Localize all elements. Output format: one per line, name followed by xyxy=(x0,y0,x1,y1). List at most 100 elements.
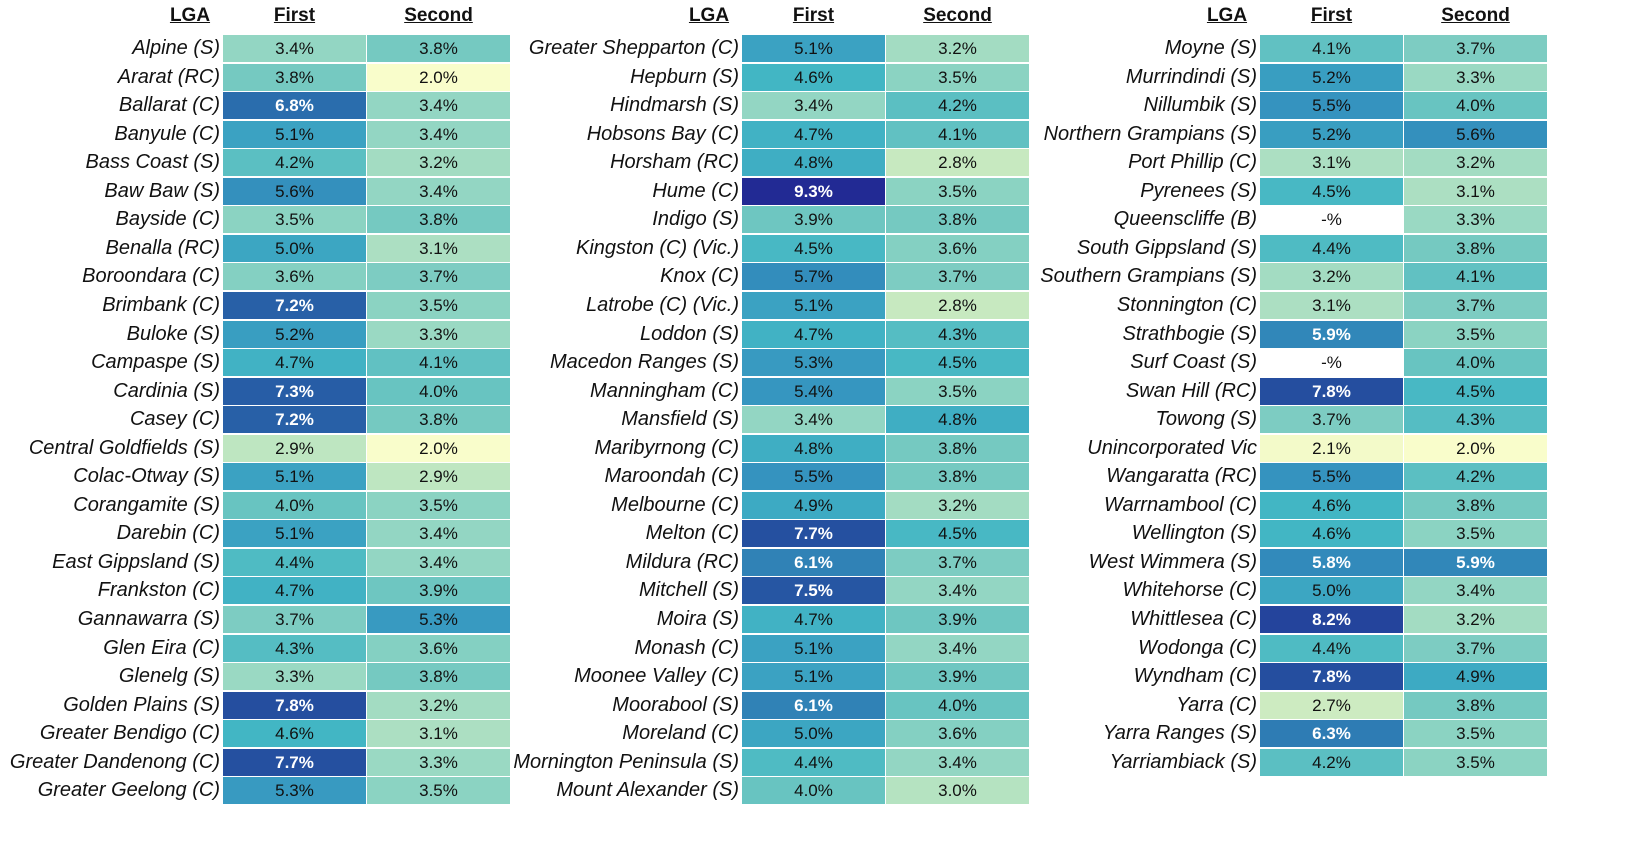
first-value-cell: 5.1% xyxy=(742,663,885,690)
lga-label: Swan Hill (RC) xyxy=(1125,380,1257,402)
second-value-cell: 3.2% xyxy=(367,149,510,176)
first-value-cell: 7.8% xyxy=(1260,378,1403,405)
lga-label: Stonnington (C) xyxy=(1116,294,1257,316)
lga-label: Knox (C) xyxy=(660,265,739,287)
lga-label: Gannawarra (S) xyxy=(77,608,220,630)
first-value-cell: 7.3% xyxy=(223,378,366,405)
second-value-cell: 3.1% xyxy=(367,235,510,262)
lga-label: Hepburn (S) xyxy=(630,66,739,88)
first-value-cell: 5.5% xyxy=(742,463,885,490)
first-value-cell: 6.8% xyxy=(223,92,366,119)
second-value-cell: 3.8% xyxy=(886,435,1029,462)
first-value-cell: 5.3% xyxy=(742,349,885,376)
second-value-cell: 3.4% xyxy=(367,520,510,547)
lga-label: Mansfield (S) xyxy=(621,408,739,430)
lga-label: Buloke (S) xyxy=(126,323,220,345)
lga-label: Kingston (C) (Vic.) xyxy=(575,237,739,259)
first-value-cell: 7.7% xyxy=(742,520,885,547)
second-value-cell: 3.4% xyxy=(367,178,510,205)
second-value-cell: 3.7% xyxy=(1404,35,1547,62)
header-first: First xyxy=(792,5,835,26)
first-value-cell: 5.0% xyxy=(223,235,366,262)
first-value-cell: 3.4% xyxy=(742,406,885,433)
second-value-cell: 3.1% xyxy=(367,720,510,747)
first-value-cell: 4.7% xyxy=(742,321,885,348)
lga-label: Wellington (S) xyxy=(1131,522,1257,544)
second-value-cell: 3.8% xyxy=(886,206,1029,233)
lga-label: Warrnambool (C) xyxy=(1104,494,1257,516)
lga-label: Nillumbik (S) xyxy=(1143,94,1257,116)
lga-label: Greater Geelong (C) xyxy=(37,779,220,801)
first-value-cell: 4.3% xyxy=(223,635,366,662)
first-value-cell: -% xyxy=(1260,206,1403,233)
second-value-cell: 3.9% xyxy=(886,606,1029,633)
first-value-cell: 3.6% xyxy=(223,263,366,290)
second-value-cell: 3.5% xyxy=(886,64,1029,91)
header-second: Second xyxy=(404,5,473,26)
header-first: First xyxy=(273,5,316,26)
second-value-cell: 3.5% xyxy=(1404,720,1547,747)
second-value-cell: 3.5% xyxy=(367,777,510,804)
first-value-cell: 3.1% xyxy=(1260,292,1403,319)
lga-label: Towong (S) xyxy=(1155,408,1257,430)
first-value-cell: 4.9% xyxy=(742,492,885,519)
lga-label: Macedon Ranges (S) xyxy=(550,351,739,373)
first-value-cell: 4.8% xyxy=(742,149,885,176)
second-value-cell: 3.2% xyxy=(1404,149,1547,176)
first-value-cell: 5.6% xyxy=(223,178,366,205)
first-value-cell: 5.2% xyxy=(1260,64,1403,91)
first-value-cell: 3.1% xyxy=(1260,149,1403,176)
second-value-cell: 3.8% xyxy=(367,663,510,690)
lga-label: Moonee Valley (C) xyxy=(574,665,739,687)
second-value-cell: 3.5% xyxy=(1404,321,1547,348)
first-value-cell: 5.1% xyxy=(742,635,885,662)
second-value-cell: 3.5% xyxy=(367,492,510,519)
lga-label: Hobsons Bay (C) xyxy=(586,123,739,145)
first-value-cell: 4.5% xyxy=(1260,178,1403,205)
first-value-cell: 2.1% xyxy=(1260,435,1403,462)
second-value-cell: 3.5% xyxy=(886,178,1029,205)
second-value-cell: 3.7% xyxy=(1404,635,1547,662)
first-value-cell: 5.8% xyxy=(1260,549,1403,576)
second-value-cell: 4.1% xyxy=(1404,263,1547,290)
lga-label: Moreland (C) xyxy=(622,722,739,744)
second-value-cell: 3.4% xyxy=(367,121,510,148)
first-value-cell: 4.6% xyxy=(1260,492,1403,519)
second-value-cell: 2.0% xyxy=(367,64,510,91)
first-value-cell: 3.5% xyxy=(223,206,366,233)
second-value-cell: 3.0% xyxy=(886,777,1029,804)
second-value-cell: 3.8% xyxy=(886,463,1029,490)
lga-label: Bass Coast (S) xyxy=(85,151,220,173)
lga-label: Cardinia (S) xyxy=(113,380,220,402)
lga-label: Port Phillip (C) xyxy=(1128,151,1257,173)
first-value-cell: 2.7% xyxy=(1260,692,1403,719)
first-value-cell: 8.2% xyxy=(1260,606,1403,633)
first-value-cell: 6.3% xyxy=(1260,720,1403,747)
second-value-cell: 3.4% xyxy=(367,92,510,119)
second-value-cell: 3.7% xyxy=(886,549,1029,576)
lga-label: Mount Alexander (S) xyxy=(556,779,739,801)
second-value-cell: 3.2% xyxy=(1404,606,1547,633)
first-value-cell: 4.4% xyxy=(1260,235,1403,262)
lga-label: East Gippsland (S) xyxy=(52,551,220,573)
second-value-cell: 2.9% xyxy=(367,463,510,490)
lga-label: Hindmarsh (S) xyxy=(610,94,739,116)
second-value-cell: 4.1% xyxy=(367,349,510,376)
second-value-cell: 5.6% xyxy=(1404,121,1547,148)
lga-label: Yarriambiack (S) xyxy=(1109,751,1257,773)
lga-label: Maribyrnong (C) xyxy=(594,437,739,459)
second-value-cell: 3.7% xyxy=(886,263,1029,290)
lga-label: Mitchell (S) xyxy=(638,579,739,601)
second-value-cell: 3.5% xyxy=(1404,520,1547,547)
second-value-cell: 4.2% xyxy=(886,92,1029,119)
second-value-cell: 4.0% xyxy=(886,692,1029,719)
lga-label: Alpine (S) xyxy=(132,37,220,59)
second-value-cell: 3.4% xyxy=(886,749,1029,776)
first-value-cell: 3.2% xyxy=(1260,263,1403,290)
first-value-cell: 5.1% xyxy=(742,35,885,62)
second-value-cell: 2.0% xyxy=(1404,435,1547,462)
second-value-cell: 2.0% xyxy=(367,435,510,462)
first-value-cell: 5.1% xyxy=(223,520,366,547)
header-lga: LGA xyxy=(688,5,730,26)
second-value-cell: 3.3% xyxy=(1404,206,1547,233)
